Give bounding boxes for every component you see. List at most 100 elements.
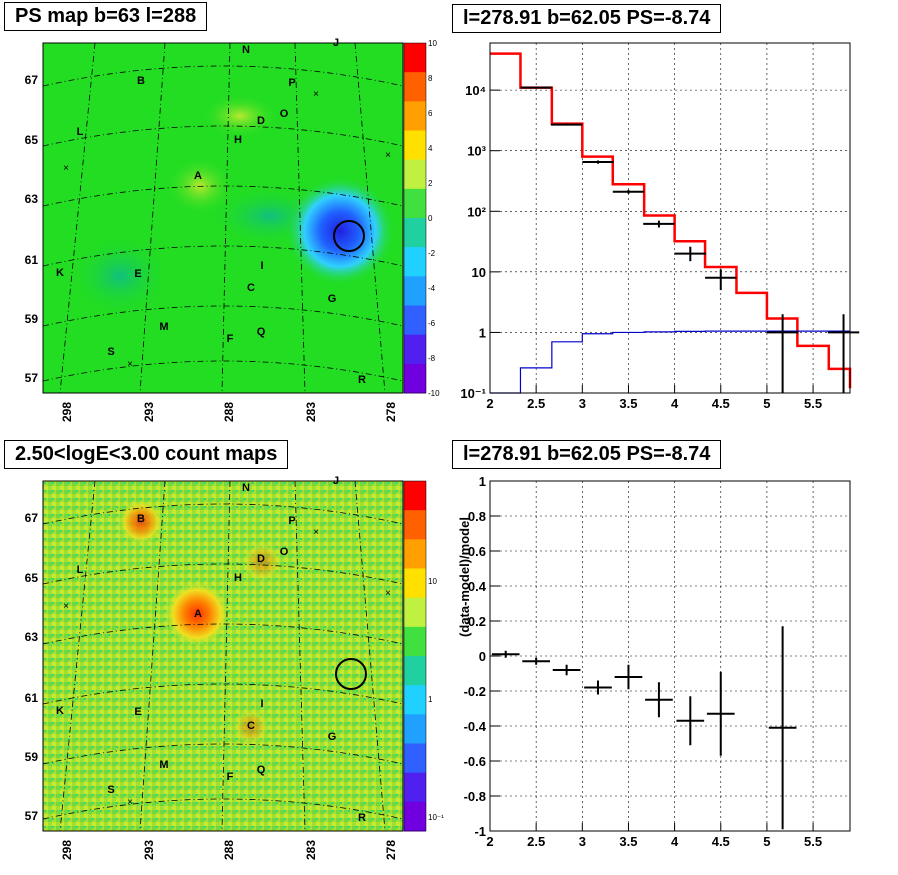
source-label-I: I (260, 698, 263, 710)
colorbar-tick: -8 (428, 354, 436, 363)
colorbar-segment (404, 218, 426, 248)
x-tick-label: 2 (486, 396, 493, 411)
source-label-P: P (288, 515, 295, 527)
colorbar-tick: 4 (428, 144, 433, 153)
source-label-O: O (280, 108, 289, 120)
x-tick-label: 5 (763, 834, 770, 849)
y-tick-label: 10⁻¹ (460, 386, 486, 401)
map-y-tick: 59 (25, 750, 39, 764)
cross-marker: × (313, 89, 319, 100)
map-y-tick: 61 (25, 691, 39, 705)
y-tick-label: 10 (472, 265, 486, 280)
x-tick-label: 4 (671, 396, 679, 411)
x-tick-label: 3.5 (619, 396, 637, 411)
source-label-M: M (159, 321, 168, 333)
x-tick-label: 5 (763, 396, 770, 411)
map-x-tick: 288 (222, 840, 236, 860)
map-x-tick: 293 (142, 402, 156, 422)
x-tick-label: 2 (486, 834, 493, 849)
source-label-N: N (242, 482, 250, 494)
map-x-tick: 278 (384, 840, 398, 860)
colorbar-segment (404, 101, 426, 131)
source-label-Q: Q (257, 326, 266, 338)
y-tick-label: 0.4 (468, 579, 487, 594)
spectrum-chart: 2 2.5 3 3.5 4 4.5 5 5.5 10⁻¹ 1 10 10² 10³ 10⁴ (460, 42, 860, 411)
colorbar-segment (404, 714, 426, 744)
map-x-tick: 283 (304, 840, 318, 860)
source-label-G: G (328, 731, 337, 743)
count-map-background (43, 481, 403, 831)
cross-marker: × (63, 601, 69, 612)
model-histogram (490, 52, 852, 389)
source-label-R: R (358, 812, 366, 824)
count-target-circle (335, 658, 367, 690)
map-x-tick: 278 (384, 402, 398, 422)
y-tick-label: 0 (479, 649, 486, 664)
colorbar-segment (404, 130, 426, 161)
x-tick-label: 5.5 (804, 834, 822, 849)
cross-marker: × (127, 797, 133, 808)
map-y-tick: 57 (25, 809, 39, 823)
grid (490, 43, 850, 393)
colorbar-segment (404, 772, 426, 803)
source-label-D: D (257, 553, 265, 565)
colorbar-tick: 10⁻¹ (428, 813, 444, 822)
grid (490, 481, 850, 831)
coordinate-grid-bottom (42, 480, 404, 832)
cross-marker: × (385, 588, 391, 599)
y-tick-label: -0.4 (464, 719, 487, 734)
y-tick-label: -1 (474, 824, 486, 839)
map-y-tick: 67 (25, 511, 39, 525)
colorbar-segment (404, 276, 426, 306)
colorbar-segment (404, 568, 426, 599)
bottom-left-title: 2.50<logE<3.00 count maps (4, 440, 289, 469)
colorbar-segment (404, 656, 426, 686)
y-tick-label: -0.2 (464, 684, 486, 699)
map-frame (42, 480, 404, 832)
colorbar-tick: -4 (428, 284, 436, 293)
source-label-I: I (260, 260, 263, 272)
colorbar-tick: -10 (428, 389, 440, 398)
colorbar-tick: 2 (428, 179, 433, 188)
colorbar-segment (404, 510, 426, 540)
colorbar-segment (404, 801, 426, 832)
top-right-title: l=278.91 b=62.05 PS=-8.74 (452, 4, 722, 33)
colorbar-segment (404, 72, 426, 102)
x-tick-label: 3 (579, 834, 586, 849)
source-label-C: C (247, 282, 255, 294)
source-label-H: H (234, 572, 242, 584)
colorbar-tick: 10 (428, 577, 437, 586)
map-x-tick: 283 (304, 402, 318, 422)
colorbar-tick: -2 (428, 249, 436, 258)
source-label-E: E (134, 706, 141, 718)
map-y-tick: 63 (25, 630, 39, 644)
cross-marker: × (127, 359, 133, 370)
map-y-tick: 59 (25, 312, 39, 326)
colorbar-segment (404, 597, 426, 628)
colorbar-tick: 1 (428, 695, 433, 704)
y-tick-label: -0.8 (464, 789, 486, 804)
map-y-tick: 61 (25, 253, 39, 267)
y-tick-label: 0.2 (468, 614, 486, 629)
x-tick-label: 4.5 (712, 834, 730, 849)
source-label-C: C (247, 720, 255, 732)
colorbar-segment (404, 43, 426, 73)
map-x-tick: 288 (222, 402, 236, 422)
colorbar-segment (404, 626, 426, 657)
source-label-Q: Q (257, 764, 266, 776)
x-tick-label: 5.5 (804, 396, 822, 411)
source-label-L: L (77, 564, 84, 576)
colorbar-segment (404, 159, 426, 190)
source-label-A: A (194, 608, 202, 620)
source-label-N: N (242, 44, 250, 56)
colorbar-frame (403, 480, 427, 832)
source-label-B: B (137, 75, 145, 87)
cross-marker: × (385, 150, 391, 161)
cross-marker: × (313, 527, 319, 538)
x-tick-label: 2.5 (527, 396, 545, 411)
y-tick-label: 0.8 (468, 509, 486, 524)
colorbar-segment (404, 305, 426, 336)
source-label-P: P (288, 77, 295, 89)
